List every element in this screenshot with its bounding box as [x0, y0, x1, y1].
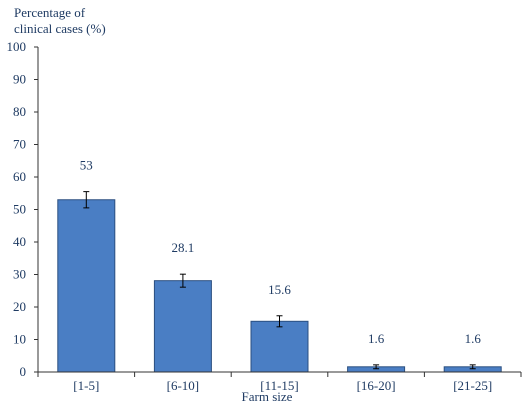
- data-label: 53: [80, 158, 93, 173]
- y-tick-label: 20: [13, 299, 26, 314]
- y-tick-label: 100: [7, 39, 27, 54]
- y-axis-title-line-2: clinical cases (%): [14, 21, 106, 36]
- y-axis-title-line-1: Percentage of: [14, 5, 86, 20]
- bar: [57, 199, 116, 373]
- data-label: 1.6: [368, 331, 385, 346]
- y-axis: 0 10 20 30 40 50 60 70 80 90 100: [7, 39, 39, 379]
- data-label: 15.6: [268, 282, 291, 297]
- y-tick-label: 40: [13, 234, 26, 249]
- data-label: 1.6: [465, 331, 482, 346]
- x-tick-label: [21-25]: [453, 378, 492, 393]
- y-tick-label: 0: [20, 364, 27, 379]
- y-tick-label: 80: [13, 104, 26, 119]
- y-tick-label: 70: [13, 137, 26, 152]
- x-tick-label: [1-5]: [73, 378, 99, 393]
- x-tick-label: [11-15]: [260, 378, 299, 393]
- y-tick-label: 10: [13, 332, 26, 347]
- x-axis: [1-5] [6-10] [11-15] [16-20] [21-25]: [37, 371, 522, 393]
- bar: [250, 320, 309, 373]
- data-label: 28.1: [172, 240, 195, 255]
- y-tick-label: 60: [13, 169, 26, 184]
- x-tick-label: [6-10]: [167, 378, 200, 393]
- bar: [153, 280, 212, 373]
- x-tick-label: [16-20]: [357, 378, 396, 393]
- y-tick-label: 30: [13, 267, 26, 282]
- y-tick-label: 90: [13, 72, 26, 87]
- bars-group: 53 28.1 15.6 1.6 1.6: [57, 158, 502, 373]
- x-axis-title: Farm size: [242, 389, 293, 404]
- y-tick-label: 50: [13, 202, 26, 217]
